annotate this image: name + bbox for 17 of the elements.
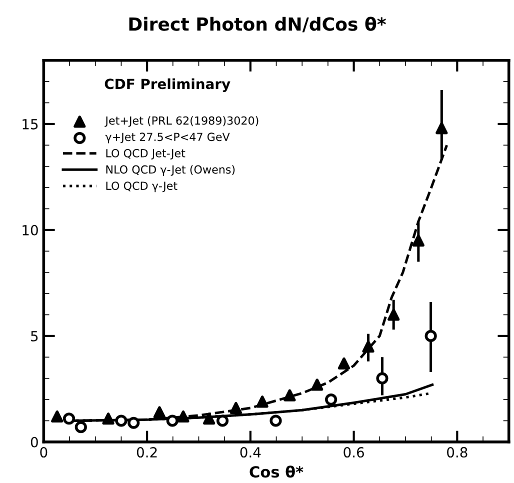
legend-label: LO QCD γ-Jet <box>106 182 178 192</box>
y-tick-label: 15 <box>22 119 38 130</box>
legend-label: γ+Jet 27.5<P<47 GeV <box>105 132 230 144</box>
annotation: CDF Preliminary <box>104 78 230 92</box>
y-tick-label: 0 <box>30 436 38 448</box>
legend-label: NLO QCD γ-Jet (Owens) <box>106 165 235 176</box>
x-tick-label: 0.6 <box>344 447 364 458</box>
x-tick-label: 0 <box>40 447 48 458</box>
legend-label: LO QCD Jet-Jet <box>106 148 186 160</box>
y-tick-label: 10 <box>22 224 38 236</box>
legend-label: Jet+Jet (PRL 62(1989)3020) <box>104 116 258 127</box>
x-axis-title: Cos θ* <box>250 466 304 478</box>
x-tick-label: 0.8 <box>447 447 468 458</box>
chart-title: Direct Photon dN/dCos θ* <box>129 16 386 32</box>
x-tick-label: 0.4 <box>240 447 261 458</box>
x-tick-label: 0.2 <box>136 447 157 458</box>
y-tick-label: 5 <box>31 331 38 342</box>
